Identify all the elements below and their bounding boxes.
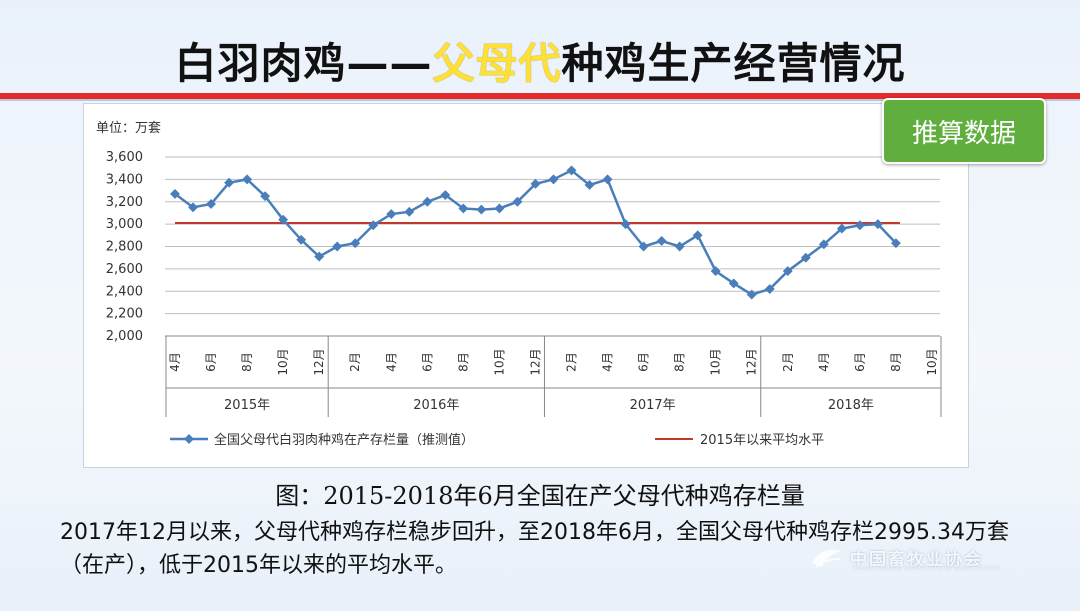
- month-tick-label: 2月: [781, 352, 795, 372]
- data-point: [404, 206, 415, 217]
- y-tick-label: 2,400: [106, 284, 143, 299]
- data-point: [548, 174, 559, 185]
- data-point: [530, 178, 541, 189]
- title-prefix: 白羽肉鸡——: [174, 39, 433, 88]
- unit-label: 单位：万套: [96, 121, 162, 136]
- y-tick-label: 3,600: [106, 150, 143, 165]
- y-tick-label: 3,200: [106, 195, 143, 210]
- month-tick-label: 4月: [384, 352, 398, 372]
- year-label: 2016年: [413, 398, 459, 413]
- month-tick-label: 10月: [492, 348, 506, 375]
- chart-panel: [83, 103, 969, 468]
- data-point: [584, 180, 595, 190]
- data-point: [818, 239, 829, 250]
- month-tick-label: 8月: [456, 352, 470, 372]
- data-point: [710, 266, 721, 277]
- data-point: [350, 238, 361, 249]
- data-point: [620, 219, 631, 230]
- month-tick-label: 8月: [240, 352, 254, 372]
- slide-title: 白羽肉鸡——父母代种鸡生产经营情况: [0, 30, 1080, 91]
- y-tick-label: 2,000: [106, 329, 143, 344]
- data-point: [872, 219, 883, 230]
- month-tick-label: 10月: [709, 348, 723, 375]
- month-tick-label: 12月: [528, 348, 542, 375]
- title-highlight: 父母代: [432, 39, 562, 88]
- association-watermark: 中国畜牧业协会 CHINA ANIMAL AGRICULTURE ASSOCIA…: [800, 545, 1060, 575]
- data-point: [224, 177, 235, 188]
- data-point: [674, 241, 685, 252]
- month-tick-label: 12月: [312, 348, 326, 375]
- data-point: [386, 209, 397, 220]
- watermark-chinese: 中国畜牧业协会: [850, 550, 983, 570]
- data-point: [422, 196, 433, 207]
- year-label: 2015年: [224, 398, 270, 413]
- data-point: [296, 234, 307, 245]
- figure-caption: 图：2015-2018年6月全国在产父母代种鸡存栏量: [275, 482, 805, 510]
- summary-paragraph: 2017年12月以来，父母代种鸡存栏稳步回升，至2018年6月，全国父母代种鸡存…: [60, 520, 1009, 578]
- data-point: [368, 220, 379, 231]
- data-point: [170, 188, 180, 199]
- legend-label-average: 2015年以来平均水平: [700, 433, 824, 448]
- data-point: [206, 199, 216, 209]
- data-point: [656, 235, 667, 246]
- month-tick-label: 4月: [601, 352, 615, 372]
- data-point: [242, 174, 253, 185]
- month-tick-label: 8月: [889, 352, 903, 372]
- title-suffix: 种鸡生产经营情况: [561, 39, 906, 88]
- month-tick-label: 4月: [168, 352, 182, 372]
- month-tick-label: 8月: [673, 352, 687, 372]
- title-divider: [0, 93, 1080, 99]
- legend-marker: [184, 434, 194, 444]
- data-point: [332, 241, 343, 252]
- data-point: [278, 214, 289, 225]
- data-point: [512, 196, 523, 207]
- data-point: [692, 230, 703, 241]
- data-point: [854, 220, 865, 231]
- month-tick-label: 6月: [420, 352, 434, 372]
- month-tick-label: 2月: [348, 352, 362, 372]
- data-point: [890, 238, 901, 249]
- y-tick-label: 2,200: [106, 307, 143, 322]
- data-point: [728, 278, 739, 289]
- data-point: [800, 252, 811, 263]
- month-tick-label: 2月: [565, 352, 579, 372]
- data-point: [314, 251, 325, 262]
- y-tick-label: 3,000: [106, 217, 143, 232]
- month-tick-label: 6月: [637, 352, 651, 372]
- data-point: [782, 266, 793, 277]
- data-point: [260, 191, 271, 202]
- month-tick-label: 6月: [853, 352, 867, 372]
- data-point: [458, 203, 469, 214]
- legend-label-series: 全国父母代白羽肉种鸡在产存栏量（推测值）: [214, 432, 474, 448]
- month-tick-label: 6月: [204, 352, 218, 372]
- data-point: [440, 190, 451, 200]
- estimated-data-badge: 推算数据: [882, 98, 1046, 164]
- data-point: [836, 223, 847, 234]
- year-label: 2018年: [828, 398, 874, 413]
- month-tick-label: 4月: [817, 352, 831, 372]
- data-point: [764, 284, 775, 294]
- title-divider-shadow: [0, 99, 1080, 101]
- month-tick-label: 12月: [745, 348, 759, 375]
- data-point: [476, 204, 487, 215]
- watermark-english: CHINA ANIMAL AGRICULTURE ASSOCIATION: [852, 565, 1001, 572]
- data-point: [188, 202, 198, 213]
- y-tick-label: 2,800: [106, 240, 143, 255]
- data-point: [602, 174, 613, 185]
- y-tick-label: 2,600: [106, 262, 143, 277]
- data-point: [638, 241, 649, 252]
- year-label: 2017年: [630, 398, 676, 413]
- association-logo-icon: [812, 549, 842, 568]
- data-point: [746, 289, 757, 300]
- data-point: [566, 165, 577, 176]
- month-tick-label: 10月: [276, 348, 290, 375]
- data-point: [494, 203, 505, 214]
- month-tick-label: 10月: [925, 348, 939, 375]
- y-tick-label: 3,400: [106, 172, 143, 187]
